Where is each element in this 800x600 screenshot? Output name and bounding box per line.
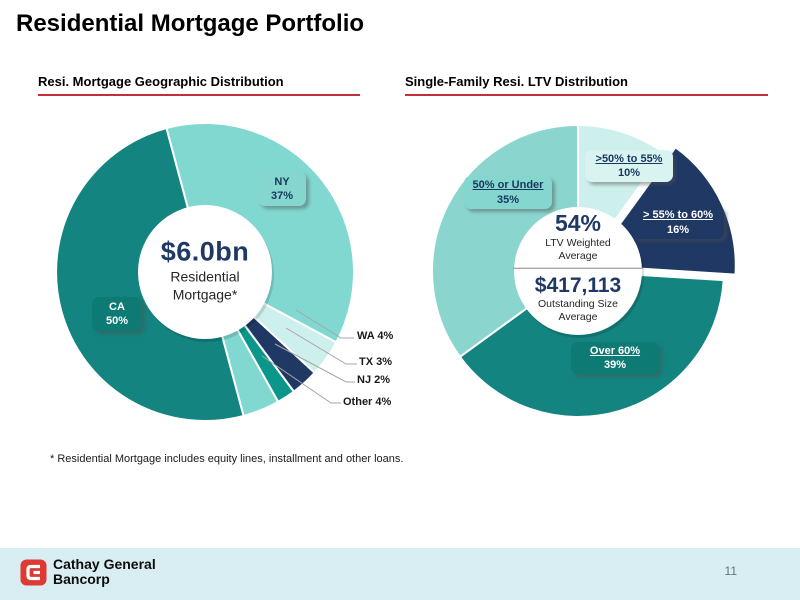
- footnote: * Residential Mortgage includes equity l…: [50, 453, 404, 465]
- label-50-to-55-name: >50% to 55%: [595, 152, 663, 165]
- label-nj: NJ 2%: [357, 374, 391, 386]
- label-over-60-pct: 39%: [603, 359, 627, 371]
- label-50-to-55-pct: 10%: [617, 167, 641, 179]
- label-ca-name: CA: [109, 300, 125, 313]
- ltv-center-label: 54% LTV Weighted Average $417,113 Outsta…: [505, 210, 651, 325]
- ltv-center-label2b: Average: [558, 311, 598, 324]
- ltv-center-label2a: Outstanding Size: [538, 298, 618, 310]
- brand-line2: Bancorp: [53, 571, 110, 588]
- geo-center-line2: Mortgage*: [172, 286, 238, 303]
- geo-center-value: $6.0bn: [160, 236, 250, 267]
- label-ny-name: NY: [274, 175, 290, 188]
- label-over-60: Over 60% 39%: [571, 342, 659, 374]
- label-wa: WA 4%: [357, 330, 394, 342]
- brand-line1: Cathay General: [53, 556, 156, 572]
- right-chart-heading: Single-Family Resi. LTV Distribution: [405, 74, 768, 96]
- ltv-center-label1b: Average: [558, 249, 598, 262]
- page-title: Residential Mortgage Portfolio: [16, 10, 365, 37]
- geo-center-label: $6.0bn Residential Mortgage*: [135, 236, 275, 303]
- label-50-or-under-pct: 35%: [496, 193, 520, 206]
- page-number: 11: [724, 564, 737, 578]
- ltv-center-value1: 54%: [554, 209, 602, 236]
- footer-bar: Cathay General Bancorp 11: [0, 548, 800, 600]
- label-ca: CA 50%: [92, 297, 142, 331]
- ltv-center-value2: $417,113: [534, 274, 622, 297]
- label-55-to-60-name: > 55% to 60%: [642, 209, 713, 222]
- center-divider: [513, 268, 643, 269]
- label-ny: NY 37%: [258, 172, 306, 206]
- label-50-to-55: >50% to 55% 10%: [585, 150, 673, 182]
- label-ny-pct: 37%: [270, 190, 294, 202]
- label-55-to-60: > 55% to 60% 16%: [632, 206, 724, 239]
- label-ca-pct: 50%: [105, 315, 129, 327]
- label-over-60-name: Over 60%: [589, 344, 641, 357]
- label-50-or-under: 50% or Under 35%: [464, 176, 552, 209]
- donut-hole: [138, 205, 272, 339]
- left-chart-heading: Resi. Mortgage Geographic Distribution: [38, 74, 360, 96]
- cathay-logo-icon: [20, 559, 47, 586]
- label-other: Other 4%: [343, 396, 392, 408]
- ltv-center-label1a: LTV Weighted: [545, 236, 611, 249]
- label-tx: TX 3%: [359, 356, 393, 368]
- geo-center-line1: Residential: [170, 268, 240, 285]
- slice-ny: [165, 122, 355, 344]
- label-55-to-60-pct: 16%: [666, 223, 690, 236]
- label-50-or-under-name: 50% or Under: [472, 179, 544, 192]
- brand-name: Cathay General Bancorp: [53, 556, 156, 588]
- logo-c-shape: [26, 564, 40, 581]
- donut-hole: [514, 207, 642, 335]
